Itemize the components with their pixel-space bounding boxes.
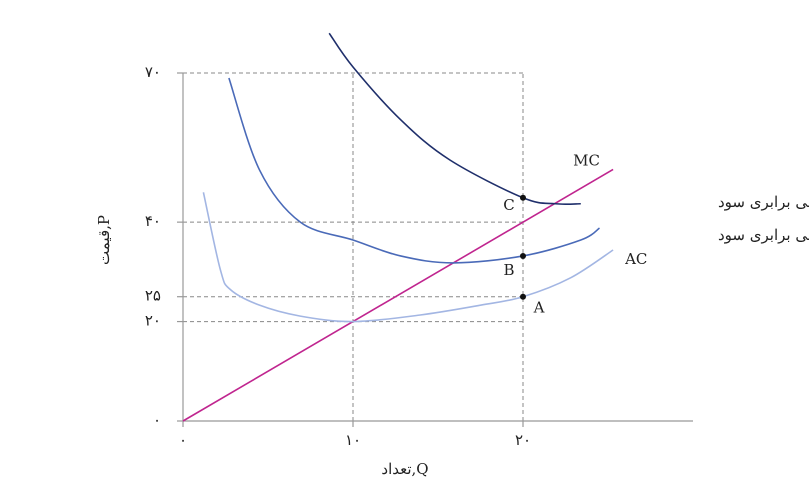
point [520,252,526,259]
y-tick-label: ۲۰ [145,312,161,330]
x-tick-label: ۰ [179,431,187,449]
x-tick-label: ۱۰ [345,431,361,449]
curve-label: AC [624,250,647,268]
y-tick-label: ۴۰ [145,212,161,230]
point-label: B [503,261,514,279]
y-tick-label: ۲۵ [145,287,161,305]
y-axis-label: قیمت,P [95,215,113,265]
curve [328,32,581,205]
point-label: A [533,299,545,317]
point [520,293,526,300]
y-tick-label: ۰ [153,411,161,429]
curve [182,168,614,422]
point-label: C [503,196,514,214]
y-tick-label: ۷۰ [145,63,161,81]
x-tick-label: ۲۰ [515,431,531,449]
curve [202,192,614,323]
curve-label: منحنی برابری سود [718,193,809,211]
curve [228,77,600,264]
point [520,194,526,201]
x-axis-label: تعداد,Q [381,460,428,478]
curve-label: منحنی برابری سود [718,226,809,244]
curve-label: MC [573,151,600,169]
